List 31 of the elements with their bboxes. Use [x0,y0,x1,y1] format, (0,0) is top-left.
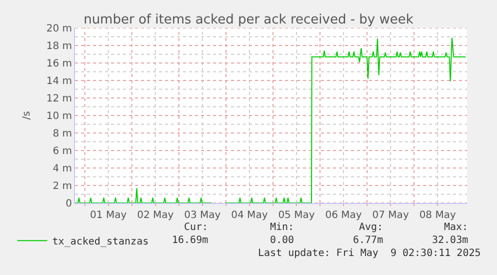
y-tick-label: 0 [66,198,72,210]
text: Last update: Fri May 9 02:30:11 2025 [258,248,481,259]
chart-title: number of items acked per ack received - by week [84,12,414,28]
y-tick-label: 16 m [46,58,72,70]
text: 0.00 [270,235,294,246]
text: 16.69m [172,235,208,246]
y-tick-label: 12 m [46,94,72,104]
legend-label: tx_acked_stanzas [52,236,149,248]
y-tick-label: 2 m [52,181,72,192]
text: Cur: [184,222,208,233]
y-tick-label: 10 m [46,111,72,122]
text: Avg: [359,222,384,233]
y-tick-label: 6 m [52,146,72,157]
y-tick-label: 20 m [46,24,72,34]
text: 6.77m [353,235,384,246]
x-tick-label: 02 May [137,210,174,221]
x-tick-label: 03 May [184,210,221,221]
x-tick-label: 06 May [325,210,362,221]
y-axis-title: /s [21,111,32,120]
text: Max: [444,222,468,233]
y-tick-label: 8 m [52,128,72,140]
y-tick-label: 14 m [46,76,72,87]
x-tick-label: 08 May [419,210,456,221]
y-tick-label: 4 m [52,164,72,174]
text: 32.03m [432,235,468,246]
y-tick-label: 18 m [46,41,72,52]
x-tick-label: 04 May [231,210,268,221]
x-tick-label: 01 May [90,210,127,221]
x-tick-label: 07 May [372,210,409,221]
x-tick-label: 05 May [278,210,315,221]
text: Min: [270,222,294,233]
